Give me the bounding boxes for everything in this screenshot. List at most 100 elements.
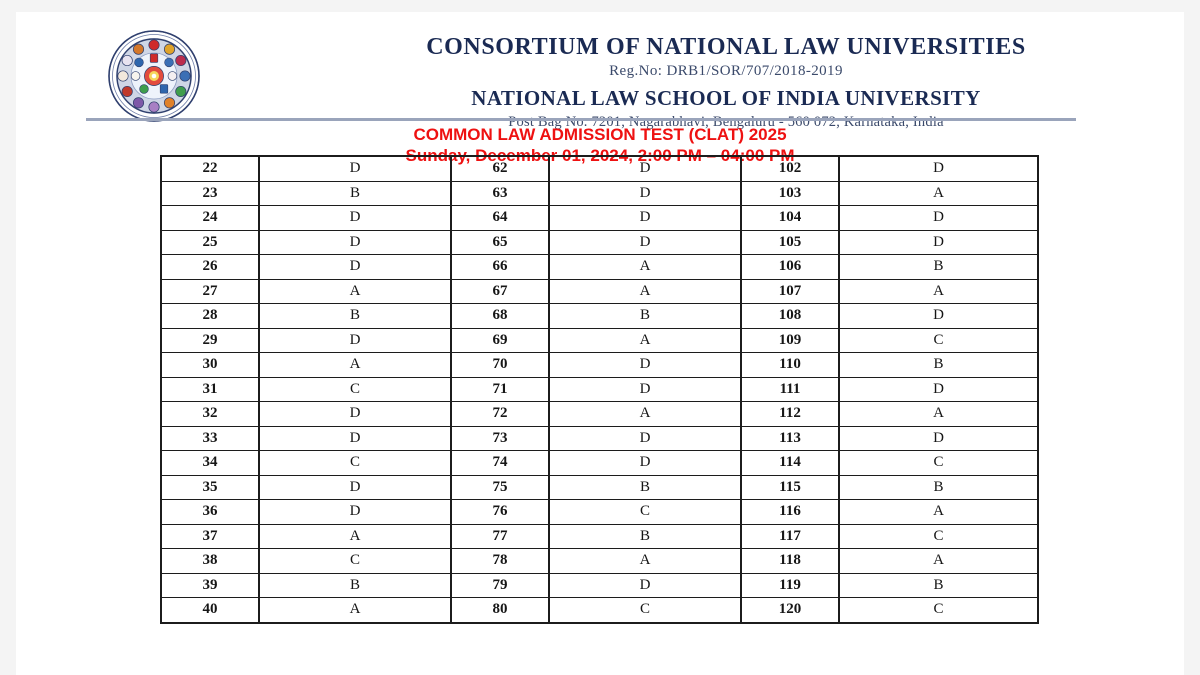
- question-number: 104: [740, 205, 840, 231]
- table-row: 40 A 80 C 120 C: [160, 597, 1039, 623]
- answer-option: D: [548, 155, 742, 182]
- answer-option: A: [548, 401, 742, 427]
- answer-option: D: [838, 425, 1039, 451]
- answer-option: D: [548, 352, 742, 378]
- answer-option: D: [548, 425, 742, 451]
- answer-option: C: [548, 597, 742, 623]
- answer-option: A: [838, 548, 1039, 574]
- question-number: 33: [160, 425, 260, 451]
- answer-option: C: [258, 548, 452, 574]
- answer-option: B: [838, 572, 1039, 598]
- question-number: 105: [740, 229, 840, 255]
- answer-option: C: [258, 376, 452, 402]
- answer-key-table: 22 D 62 D 102 D 23 B 63 D 103 A 24 D 64 D 104 D 25 D 65 D 105 D…: [160, 155, 1039, 624]
- table-row: 34 C 74 D 114 C: [160, 450, 1039, 476]
- question-number: 77: [450, 523, 550, 549]
- answer-key-table-wrapper: 22 D 62 D 102 D 23 B 63 D 103 A 24 D 64 D 104 D 25 D 65 D 105 D…: [160, 155, 1039, 624]
- university-name: NATIONAL LAW SCHOOL OF INDIA UNIVERSITY: [471, 85, 981, 110]
- answer-option: D: [258, 401, 452, 427]
- question-number: 62: [450, 155, 550, 182]
- answer-option: B: [258, 572, 452, 598]
- table-row: 28 B 68 B 108 D: [160, 303, 1039, 329]
- question-number: 28: [160, 303, 260, 329]
- table-row: 33 D 73 D 113 D: [160, 425, 1039, 451]
- answer-option: C: [838, 523, 1039, 549]
- header-divider: [86, 118, 1076, 121]
- answer-option: A: [258, 278, 452, 304]
- question-number: 34: [160, 450, 260, 476]
- answer-option: A: [258, 597, 452, 623]
- question-number: 27: [160, 278, 260, 304]
- question-number: 119: [740, 572, 840, 598]
- answer-option: C: [838, 450, 1039, 476]
- answer-option: D: [258, 254, 452, 280]
- question-number: 75: [450, 474, 550, 500]
- question-number: 107: [740, 278, 840, 304]
- question-number: 102: [740, 155, 840, 182]
- question-number: 30: [160, 352, 260, 378]
- answer-option: D: [838, 155, 1039, 182]
- document-page: CONSORTIUM OF NATIONAL LAW UNIVERSITIES …: [16, 12, 1184, 675]
- letterhead: CONSORTIUM OF NATIONAL LAW UNIVERSITIES …: [16, 12, 1184, 130]
- question-number: 118: [740, 548, 840, 574]
- question-number: 114: [740, 450, 840, 476]
- table-row: 22 D 62 D 102 D: [160, 155, 1039, 182]
- answer-option: A: [548, 327, 742, 353]
- question-number: 31: [160, 376, 260, 402]
- table-row: 30 A 70 D 110 B: [160, 352, 1039, 378]
- answer-option: B: [548, 474, 742, 500]
- answer-option: D: [838, 229, 1039, 255]
- question-number: 70: [450, 352, 550, 378]
- answer-option: D: [258, 205, 452, 231]
- table-row: 24 D 64 D 104 D: [160, 205, 1039, 231]
- question-number: 23: [160, 180, 260, 206]
- answer-option: D: [258, 155, 452, 182]
- question-number: 69: [450, 327, 550, 353]
- answer-option: C: [838, 327, 1039, 353]
- question-number: 26: [160, 254, 260, 280]
- answer-option: D: [258, 327, 452, 353]
- table-row: 29 D 69 A 109 C: [160, 327, 1039, 353]
- answer-option: B: [548, 523, 742, 549]
- table-row: 37 A 77 B 117 C: [160, 523, 1039, 549]
- question-number: 63: [450, 180, 550, 206]
- answer-option: C: [548, 499, 742, 525]
- question-number: 64: [450, 205, 550, 231]
- answer-option: B: [838, 474, 1039, 500]
- question-number: 116: [740, 499, 840, 525]
- question-number: 117: [740, 523, 840, 549]
- question-number: 65: [450, 229, 550, 255]
- answer-option: A: [548, 278, 742, 304]
- answer-option: D: [258, 499, 452, 525]
- question-number: 40: [160, 597, 260, 623]
- answer-option: D: [548, 572, 742, 598]
- answer-option: B: [838, 254, 1039, 280]
- answer-option: D: [838, 205, 1039, 231]
- question-number: 74: [450, 450, 550, 476]
- question-number: 103: [740, 180, 840, 206]
- question-number: 71: [450, 376, 550, 402]
- table-row: 31 C 71 D 111 D: [160, 376, 1039, 402]
- question-number: 120: [740, 597, 840, 623]
- question-number: 68: [450, 303, 550, 329]
- answer-option: B: [838, 352, 1039, 378]
- question-number: 78: [450, 548, 550, 574]
- university-address: Post Bag No. 7201, Nagarabhavi, Bengalur…: [508, 113, 944, 130]
- answer-option: D: [548, 450, 742, 476]
- question-number: 115: [740, 474, 840, 500]
- table-row: 38 C 78 A 118 A: [160, 548, 1039, 574]
- question-number: 76: [450, 499, 550, 525]
- question-number: 24: [160, 205, 260, 231]
- question-number: 108: [740, 303, 840, 329]
- question-number: 112: [740, 401, 840, 427]
- answer-option: A: [838, 401, 1039, 427]
- question-number: 80: [450, 597, 550, 623]
- table-row: 32 D 72 A 112 A: [160, 401, 1039, 427]
- answer-option: D: [258, 474, 452, 500]
- consortium-nlu-seal-icon: [106, 28, 202, 124]
- question-number: 113: [740, 425, 840, 451]
- question-number: 106: [740, 254, 840, 280]
- table-row: 26 D 66 A 106 B: [160, 254, 1039, 280]
- letterhead-text: CONSORTIUM OF NATIONAL LAW UNIVERSITIES …: [356, 34, 1096, 131]
- answer-option: A: [548, 548, 742, 574]
